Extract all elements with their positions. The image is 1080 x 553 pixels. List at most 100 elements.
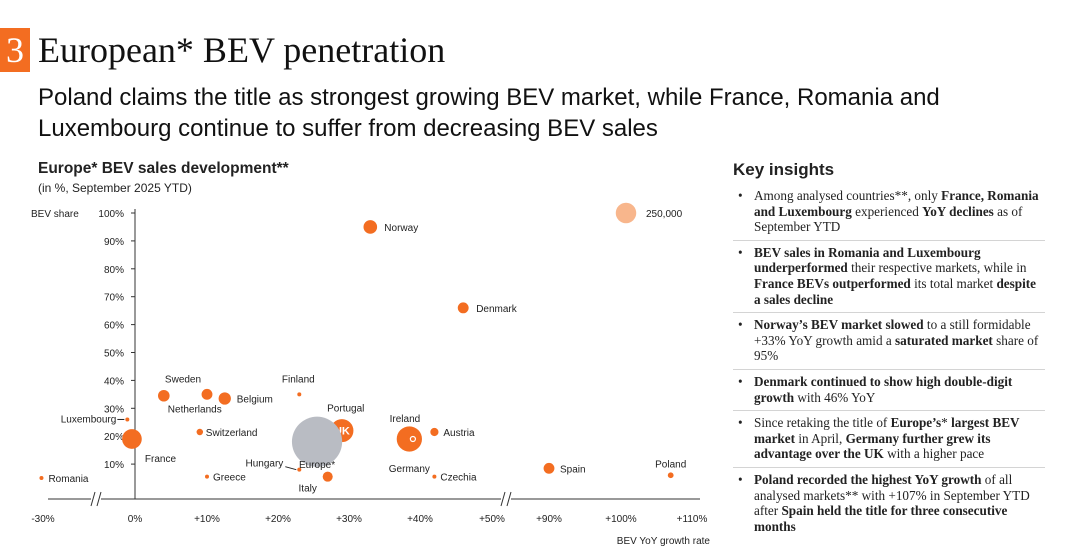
x-tick-label: +10% [194,514,220,525]
bubble-netherlands [158,389,170,402]
point-label-germany: Germany [389,464,430,475]
bubble-size-legend-label: 250,000 [646,209,683,220]
x-tick-label: +50% [479,514,505,525]
bubble-hungary [297,467,302,472]
bubble-belgium [218,392,231,405]
insight-text: saturated market [895,332,993,348]
insight-text: Europe’s [890,415,942,431]
bubble-finland [297,392,302,397]
x-tick-label: +100% [605,514,637,525]
y-tick-label: 90% [104,237,124,248]
insight-item: Among analysed countries**, only France,… [733,188,1045,241]
bubble-sweden [201,388,213,400]
insight-text: for three consecutive months [754,503,1008,534]
axis-break-mark [500,491,506,507]
x-axis-label: BEV YoY growth rate [617,536,711,547]
insight-text: share of 95% [754,332,1039,364]
page-title: European* BEV penetration [38,30,446,70]
insight-text: Since retaking the title of [754,415,891,431]
y-tick-label: 40% [104,376,124,387]
bubble-greece [205,474,209,479]
insight-text: largest BEV market [754,415,1020,446]
bubble-chart: 10% 20% 30% 40% 50% 60% 70% 80% 90% 100% BEV share… [31,202,711,547]
insight-text: despite a sales decline [754,275,1037,307]
y-tick-label: 100% [98,209,124,220]
insight-text: France BEVs outperformed [754,275,911,291]
axis-break-mark [506,491,512,507]
x-tick-label: +30% [336,514,362,525]
y-tick-label: 10% [104,460,124,471]
insight-text: France, Romania and Luxembourg [754,188,1039,219]
key-insights-title: Key insights [733,160,835,179]
insight-text: Among analysed countries**, only [754,188,942,203]
x-tick-label: +40% [407,514,433,525]
bubble-size-legend [615,202,637,224]
axis-break-mark [90,491,96,507]
insight-text: with 46% YoY [794,389,876,405]
insight-text: Germany further grew its advantage over … [754,430,991,462]
point-label-europe: Europe* [299,460,335,471]
bubble-czechia [432,474,437,479]
bubble-france [122,429,142,449]
insight-text: * [941,415,952,431]
chart-title: Europe* BEV sales development** [38,160,289,177]
point-label-poland: Poland [655,459,686,470]
x-tick-label: +90% [536,514,562,525]
insight-text: in April, [795,430,846,446]
insight-text: Denmark continued to show high double-di… [754,373,1013,405]
page-subtitle: Poland claims the title as strongest gro… [38,84,940,142]
point-label-norway: Norway [384,223,418,234]
bubble-italy [322,471,333,482]
insight-item: Denmark continued to show high double-di… [733,373,1045,412]
y-axis-label: BEV share [31,209,79,220]
insight-item: Poland recorded the highest YoY growth o… [733,472,1045,539]
axis-break-mark [96,491,102,507]
bubble-luxembourg [125,417,130,422]
insight-item: Since retaking the title of Europe’s* la… [733,415,1045,468]
axis-break-gap [91,492,101,506]
chart-subtitle: (in %, September 2025 YTD) [38,181,192,195]
insight-text: Norway’s BEV market slowed [754,317,924,333]
hungary-pointer [285,466,297,471]
insight-text: BEV sales in Romania and Luxembourg unde… [754,244,981,276]
bubble-norway [363,220,378,234]
bubble-denmark [457,302,469,314]
key-insights-panel: Key insights Among analysed countries**,… [733,160,1045,543]
x-tick-label: +110% [677,514,708,525]
point-label-france: France [145,454,177,465]
y-tick-label: 20% [104,432,124,443]
axis-break-gap [501,492,511,506]
point-label-ireland: Ireland [390,414,421,425]
bubble-austria [430,427,439,437]
insight-item: Norway’s BEV market slowed to a still fo… [733,317,1045,370]
insight-text: to a still formidable +33% YoY growth am… [754,317,1031,348]
point-label-belgium: Belgium [237,395,273,406]
point-label-denmark: Denmark [476,304,518,315]
x-tick-label: 0% [128,514,143,525]
bubble-ireland [409,435,417,443]
point-label-portugal: Portugal [327,404,364,415]
key-insights-list: Among analysed countries**, only France,… [733,188,1045,539]
section-number: 3 [0,28,30,72]
insight-text: YoY declines [922,203,994,219]
point-label-netherlands: Netherlands [168,405,222,416]
point-label-sweden: Sweden [165,374,201,385]
point-label-czechia: Czechia [440,473,477,484]
point-label-finland: Finland [282,374,315,385]
y-tick-label: 80% [104,265,124,276]
insight-text: as of September YTD [754,203,1023,235]
bubble-switzerland [196,428,204,436]
bubble-romania [39,476,44,481]
bubble-europe [291,416,343,467]
insight-text: Poland recorded the highest YoY growth [754,471,982,487]
y-tick-label: 50% [104,349,124,360]
insight-text: experienced [851,203,923,219]
y-tick-label: 70% [104,293,124,304]
y-tick-label: 60% [104,321,124,332]
bubble-germany [396,426,422,452]
point-label-switzerland: Switzerland [206,428,258,439]
point-label-greece: Greece [213,473,246,484]
bubble-poland [667,472,674,479]
insight-text: with a higher pace [883,446,985,462]
bubble-spain [543,462,555,474]
